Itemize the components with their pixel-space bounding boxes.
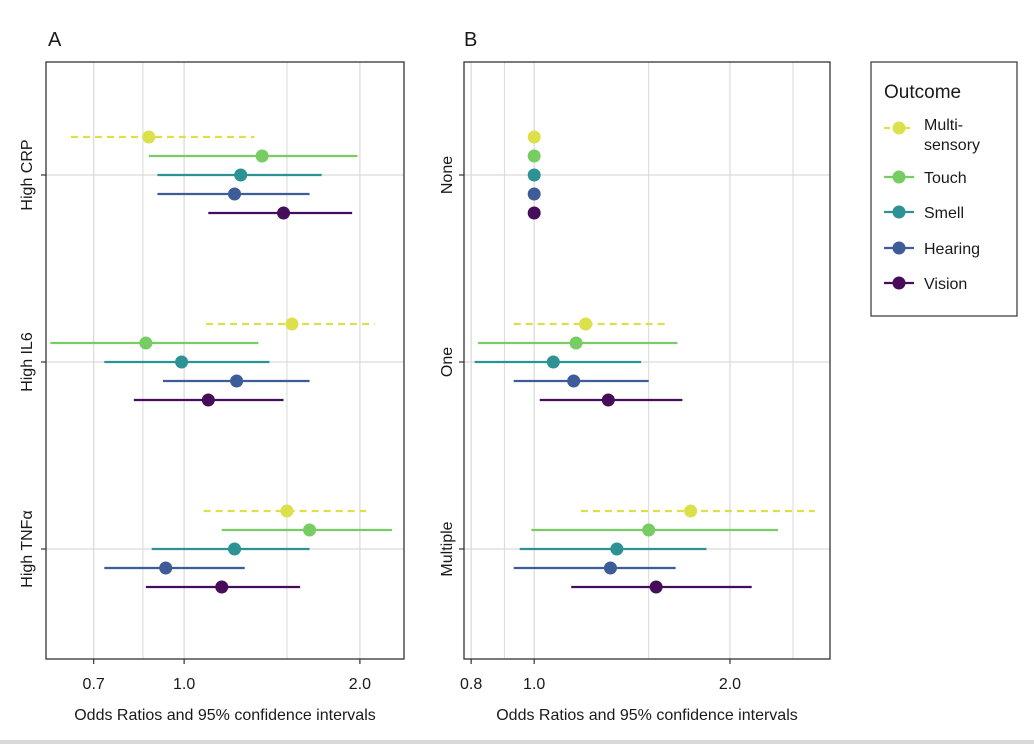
point-smell-high-crp (234, 168, 248, 182)
point-multi-sensory-multiple (684, 504, 698, 518)
point-multi-sensory-high-il6 (285, 317, 299, 331)
y-tick-label: High TNFα (19, 510, 36, 587)
legend-key-point (892, 170, 906, 184)
x-tick-label: 1.0 (523, 676, 545, 693)
point-smell-multiple (610, 542, 624, 556)
legend-label-smell: Smell (924, 205, 964, 222)
x-tick-label: 0.7 (83, 676, 105, 693)
legend-key-point (892, 205, 906, 219)
panel-frame (463, 61, 831, 660)
panel-frame (45, 61, 405, 660)
point-touch-one (569, 336, 583, 350)
x-tick-label: 0.8 (460, 676, 482, 693)
x-tick-label: 2.0 (719, 676, 741, 693)
legend-label-multi-sensory: Multi- (924, 117, 963, 134)
point-touch-high-il6 (139, 336, 153, 350)
legend-label-vision: Vision (924, 276, 967, 293)
y-tick-label: High CRP (19, 139, 36, 210)
point-smell-none (527, 168, 541, 182)
legend-key-point (892, 276, 906, 290)
point-touch-multiple (642, 523, 656, 537)
legend-frame (870, 61, 1018, 317)
point-multi-sensory-high-tnf (280, 504, 294, 518)
point-touch-high-tnf (303, 523, 317, 537)
y-tick-label: Multiple (439, 521, 456, 576)
x-tick-label: 1.0 (173, 676, 195, 693)
point-vision-none (527, 206, 541, 220)
panel-b: B 0.8 1.0 2.0 Odds Ratios and 95% confidence… (439, 29, 831, 724)
x-axis-label: Odds Ratios and 95% confidence intervals (496, 707, 798, 724)
point-hearing-one (567, 374, 581, 388)
point-hearing-high-crp (228, 187, 242, 201)
legend-key-point (892, 121, 906, 135)
point-vision-one (601, 393, 615, 407)
point-vision-high-tnf (215, 580, 229, 594)
panel-a: A 0.7 1.0 2.0 Odds Ratios and 95% confidence… (19, 29, 405, 724)
legend-label-touch: Touch (924, 170, 967, 187)
point-multi-sensory-one (579, 317, 593, 331)
point-vision-high-crp (277, 206, 291, 220)
y-tick-label: None (439, 156, 456, 194)
point-touch-none (527, 149, 541, 163)
point-touch-high-crp (255, 149, 269, 163)
point-multi-sensory-high-crp (142, 130, 156, 144)
point-multi-sensory-none (527, 130, 541, 144)
y-tick-label: One (439, 347, 456, 377)
panel-label: B (464, 29, 477, 51)
bottom-divider (0, 740, 1034, 744)
y-tick-label: High IL6 (19, 332, 36, 392)
legend-title: Outcome (884, 82, 961, 103)
point-hearing-high-il6 (230, 374, 244, 388)
point-smell-high-tnf (228, 542, 242, 556)
point-hearing-none (527, 187, 541, 201)
legend-label-multi-sensory: sensory (924, 137, 980, 154)
point-hearing-high-tnf (159, 561, 173, 575)
x-tick-label: 2.0 (349, 676, 371, 693)
legend-label-hearing: Hearing (924, 241, 980, 258)
legend: Outcome Multi-sensory Touch Smell Hearing Vis… (870, 61, 1018, 317)
point-vision-multiple (649, 580, 663, 594)
panel-label: A (48, 29, 62, 51)
point-hearing-multiple (603, 561, 617, 575)
legend-key-point (892, 241, 906, 255)
x-axis-label: Odds Ratios and 95% confidence intervals (74, 707, 376, 724)
point-smell-one (546, 355, 560, 369)
point-smell-high-il6 (175, 355, 189, 369)
point-vision-high-il6 (201, 393, 215, 407)
